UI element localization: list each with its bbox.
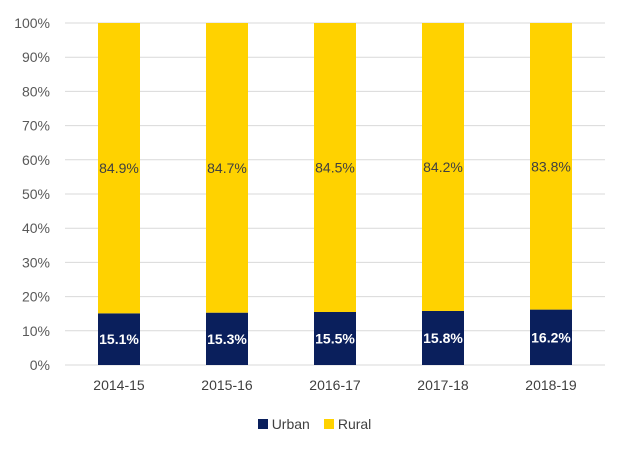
y-tick-label: 100% xyxy=(14,15,50,31)
bar-rural-2017-18 xyxy=(422,23,464,311)
x-axis-ticks: 2014-15 2015-16 2016-17 2017-18 2018-19 xyxy=(93,377,577,393)
data-label-rural: 84.5% xyxy=(315,159,355,175)
y-tick-label: 80% xyxy=(22,83,50,99)
y-tick-label: 20% xyxy=(22,289,50,305)
data-label-rural: 84.7% xyxy=(207,160,247,176)
bar-urban-2017-18 xyxy=(422,310,464,365)
bar-urban-2016-17 xyxy=(314,311,356,365)
bar-rural-2016-17 xyxy=(314,23,356,312)
y-tick-label: 90% xyxy=(22,49,50,65)
data-label-rural: 84.9% xyxy=(99,160,139,176)
bar-urban-2014-15 xyxy=(98,313,140,365)
x-tick-label: 2017-18 xyxy=(417,377,469,393)
legend: Urban Rural xyxy=(0,416,629,432)
legend-swatch-rural xyxy=(323,419,334,429)
bar-rural-2018-19 xyxy=(530,23,572,310)
legend-item-rural: Rural xyxy=(323,416,372,432)
legend-label-rural: Rural xyxy=(337,416,372,432)
legend-swatch-urban xyxy=(257,419,268,429)
x-tick-label: 2014-15 xyxy=(93,377,145,393)
legend-item-urban: Urban xyxy=(257,416,310,432)
bar-urban-2018-19 xyxy=(530,309,572,365)
bars: 15.1% 84.9% 15.3% 84.7% 15.5% 84.5% 15.8% 84.2%… xyxy=(98,23,572,365)
x-tick-label: 2016-17 xyxy=(309,377,361,393)
bar-urban-2015-16 xyxy=(206,312,248,365)
legend-label-urban: Urban xyxy=(271,416,310,432)
data-label-rural: 84.2% xyxy=(423,159,463,175)
data-label-urban: 15.3% xyxy=(207,331,247,347)
data-label-urban: 15.1% xyxy=(99,331,139,347)
y-axis-ticks: 0% 10% 20% 30% 40% 50% 60% 70% 80% 90% 100% xyxy=(14,15,50,373)
y-tick-label: 60% xyxy=(22,152,50,168)
y-tick-label: 50% xyxy=(22,186,50,202)
y-tick-label: 70% xyxy=(22,118,50,134)
x-tick-label: 2015-16 xyxy=(201,377,253,393)
y-tick-label: 0% xyxy=(30,357,50,373)
bar-rural-2014-15 xyxy=(98,23,140,314)
data-label-urban: 15.8% xyxy=(423,330,463,346)
x-tick-label: 2018-19 xyxy=(525,377,577,393)
data-label-rural: 83.8% xyxy=(531,158,571,174)
y-tick-label: 40% xyxy=(22,220,50,236)
y-tick-label: 30% xyxy=(22,254,50,270)
y-tick-label: 10% xyxy=(22,323,50,339)
bar-rural-2015-16 xyxy=(206,23,248,313)
data-label-urban: 15.5% xyxy=(315,330,355,346)
data-label-urban: 16.2% xyxy=(531,329,571,345)
